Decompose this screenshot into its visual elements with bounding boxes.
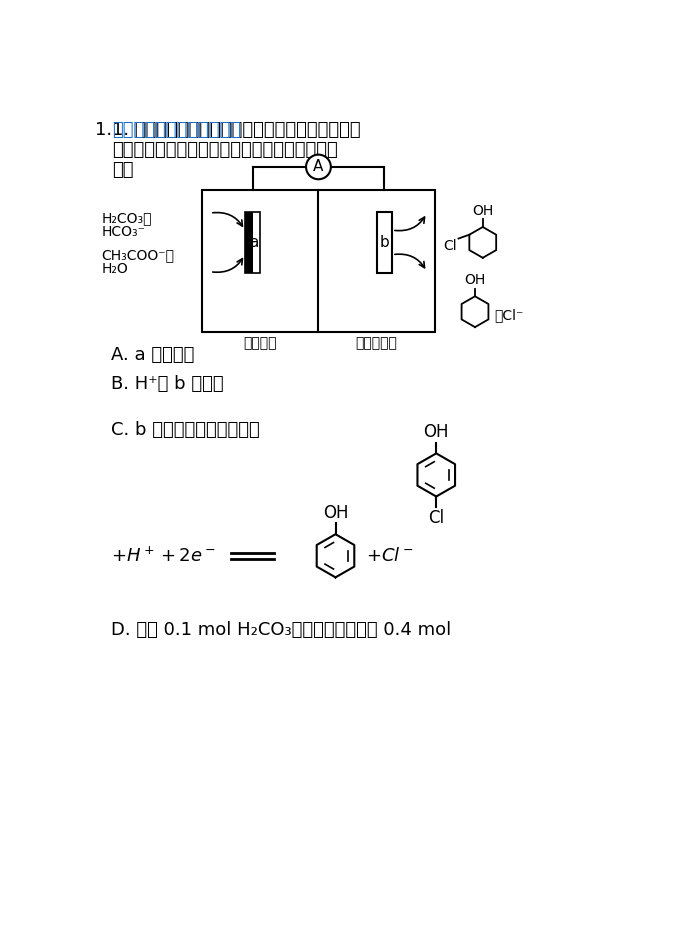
- Text: A. a 极是负极: A. a 极是负极: [111, 347, 194, 365]
- Text: C. b 电极上的电极反应式是: C. b 电极上的电极反应式是: [111, 421, 260, 439]
- Text: OH: OH: [424, 423, 449, 441]
- Bar: [253, 212, 260, 273]
- Text: H₂CO₃、: H₂CO₃、: [102, 212, 152, 225]
- Text: 质子交换膜: 质子交换膜: [356, 336, 398, 350]
- Text: Cl: Cl: [443, 239, 457, 253]
- Bar: [245, 212, 260, 273]
- Text: 微信公众号关注：赶找答案: 微信公众号关注：赶找答案: [112, 121, 241, 138]
- Text: D. 生成 0.1 mol H₂CO₃，转移电子数目为 0.4 mol: D. 生成 0.1 mol H₂CO₃，转移电子数目为 0.4 mol: [111, 621, 451, 640]
- Text: A: A: [314, 159, 323, 174]
- Bar: [245, 212, 253, 273]
- Text: 微生物膜: 微生物膜: [244, 336, 277, 350]
- Text: B. H⁺向 b 极迁移: B. H⁺向 b 极迁移: [111, 375, 223, 393]
- Text: OH: OH: [472, 203, 493, 218]
- Text: 作原理示意图如图所示。关于该电池的说法错误: 作原理示意图如图所示。关于该电池的说法错误: [112, 140, 338, 159]
- Bar: [202, 190, 435, 333]
- Text: H₂O: H₂O: [102, 262, 128, 276]
- Text: 1. 微生物电池可用于处理废水中的对氯苯酸，其工: 1. 微生物电池可用于处理废水中的对氯苯酸，其工: [112, 121, 361, 138]
- Text: a: a: [249, 235, 259, 250]
- Text: OH: OH: [323, 504, 349, 522]
- Circle shape: [306, 154, 331, 179]
- Bar: [377, 212, 392, 273]
- Text: 1.: 1.: [95, 121, 113, 138]
- Text: OH: OH: [464, 273, 486, 287]
- Text: 的是: 的是: [112, 161, 134, 179]
- Text: $+H^+ + 2e^-$: $+H^+ + 2e^-$: [111, 546, 216, 565]
- Text: $+Cl^-$: $+Cl^-$: [367, 546, 414, 565]
- Text: HCO₃⁻: HCO₃⁻: [102, 225, 146, 239]
- Text: Cl: Cl: [428, 509, 444, 527]
- Text: CH₃COO⁻、: CH₃COO⁻、: [102, 248, 174, 262]
- Text: b: b: [379, 235, 389, 250]
- Text: 、Cl⁻: 、Cl⁻: [494, 309, 524, 322]
